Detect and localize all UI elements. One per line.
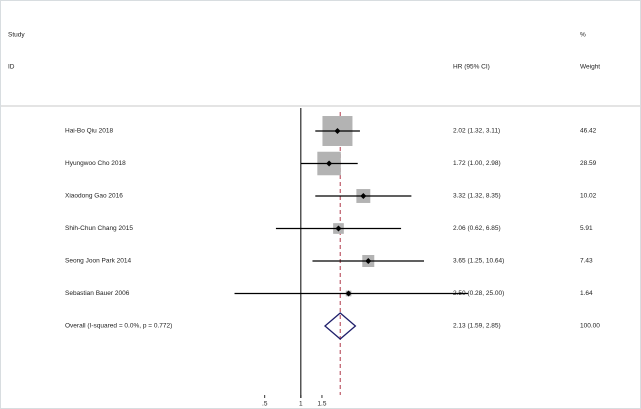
weight-label: 7.43 bbox=[580, 258, 593, 265]
weight-label: 46.42 bbox=[580, 128, 597, 135]
weight-label: 28.59 bbox=[580, 160, 597, 167]
effect-label: 2.50 (0.28, 25.00) bbox=[453, 290, 504, 297]
weight-label: 5.91 bbox=[580, 225, 593, 232]
overall-diamond bbox=[323, 312, 357, 340]
effect-label: 3.32 (1.32, 8.35) bbox=[453, 193, 501, 200]
weight-label: 10.02 bbox=[580, 193, 597, 200]
effect-label: 2.02 (1.32, 3.11) bbox=[453, 128, 500, 135]
effect-label: 3.65 (1.25, 10.64) bbox=[453, 258, 504, 265]
effect-label: 1.72 (1.00, 2.98) bbox=[453, 160, 501, 167]
point-estimate bbox=[345, 290, 352, 297]
header-weight: Weight bbox=[580, 64, 600, 71]
x-tick-label: .5 bbox=[262, 401, 268, 408]
overall-name: Overall (I-squared = 0.0%, p = 0.772) bbox=[65, 323, 172, 330]
weight-label: 1.64 bbox=[580, 290, 593, 297]
x-tick-label: 1 bbox=[299, 401, 303, 408]
header-id: ID bbox=[8, 64, 15, 71]
header-study: Study bbox=[8, 32, 25, 39]
point-estimate bbox=[360, 193, 367, 199]
study-name: Xiaodong Gao 2016 bbox=[65, 193, 123, 200]
overall-weight-label: 100.00 bbox=[580, 323, 600, 330]
header-percent: % bbox=[580, 32, 586, 39]
study-name: Hai-Bo Qiu 2018 bbox=[65, 128, 113, 135]
point-estimate bbox=[365, 258, 372, 264]
overall-effect-label: 2.13 (1.59, 2.85) bbox=[453, 323, 501, 330]
study-name: Hyungwoo Cho 2018 bbox=[65, 160, 126, 167]
study-name: Shih-Chun Chang 2015 bbox=[65, 225, 133, 232]
point-estimate bbox=[335, 225, 342, 232]
point-estimate bbox=[326, 160, 333, 167]
study-name: Seong Joon Park 2014 bbox=[65, 258, 132, 265]
study-name: Sebastian Bauer 2006 bbox=[65, 290, 130, 297]
x-tick-label: 1.5 bbox=[317, 401, 326, 408]
effect-label: 2.06 (0.62, 6.85) bbox=[453, 225, 501, 232]
header-effect: HR (95% CI) bbox=[453, 64, 490, 71]
point-estimate bbox=[334, 128, 341, 134]
